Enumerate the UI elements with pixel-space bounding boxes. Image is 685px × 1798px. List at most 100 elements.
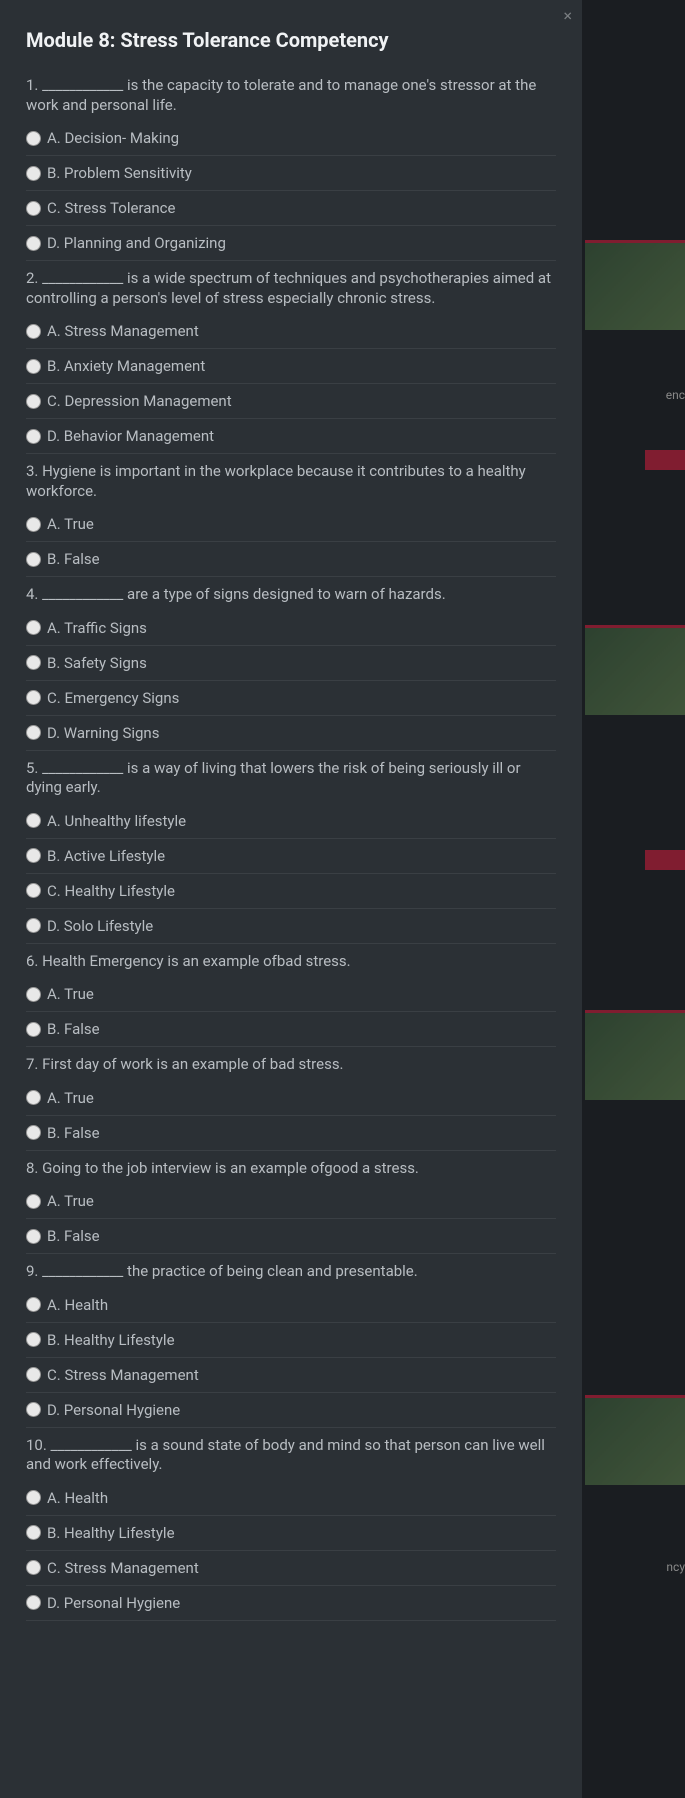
option-row[interactable]: B. Safety Signs: [26, 646, 556, 681]
bg-bar: [645, 450, 685, 470]
option-radio[interactable]: [26, 1560, 41, 1575]
option-label: C. Stress Tolerance: [47, 199, 175, 217]
option-radio[interactable]: [26, 1297, 41, 1312]
option-label: A. Unhealthy lifestyle: [47, 812, 186, 830]
option-row[interactable]: C. Stress Management: [26, 1358, 556, 1393]
option-label: A. Traffic Signs: [47, 619, 147, 637]
bg-tile: [585, 625, 685, 715]
option-row[interactable]: A. True: [26, 1081, 556, 1116]
option-row[interactable]: C. Emergency Signs: [26, 681, 556, 716]
option-row[interactable]: B. Active Lifestyle: [26, 839, 556, 874]
option-row[interactable]: B. False: [26, 1012, 556, 1047]
option-label: B. False: [47, 1124, 100, 1142]
option-row[interactable]: D. Solo Lifestyle: [26, 909, 556, 944]
question-prompt: 10. ____________ is a sound state of bod…: [26, 1428, 556, 1481]
option-radio[interactable]: [26, 987, 41, 1002]
option-radio[interactable]: [26, 359, 41, 374]
question-prompt: 8. Going to the job interview is an exam…: [26, 1151, 556, 1185]
option-row[interactable]: D. Planning and Organizing: [26, 226, 556, 261]
bg-tile: [585, 1395, 685, 1485]
question-prompt: 3. Hygiene is important in the workplace…: [26, 454, 556, 507]
option-row[interactable]: B. Anxiety Management: [26, 349, 556, 384]
question-prompt: 1. ____________ is the capacity to toler…: [26, 68, 556, 121]
close-icon[interactable]: ×: [563, 6, 572, 25]
option-label: B. Healthy Lifestyle: [47, 1331, 175, 1349]
option-row[interactable]: C. Depression Management: [26, 384, 556, 419]
option-radio[interactable]: [26, 725, 41, 740]
option-radio[interactable]: [26, 620, 41, 635]
option-label: A. True: [47, 515, 94, 533]
question-prompt: 7. First day of work is an example of ba…: [26, 1047, 556, 1081]
option-row[interactable]: A. True: [26, 507, 556, 542]
option-radio[interactable]: [26, 1595, 41, 1610]
option-label: B. Active Lifestyle: [47, 847, 165, 865]
option-label: B. False: [47, 1020, 100, 1038]
option-radio[interactable]: [26, 1525, 41, 1540]
option-row[interactable]: B. Problem Sensitivity: [26, 156, 556, 191]
questions-container: 1. ____________ is the capacity to toler…: [26, 68, 556, 1621]
option-radio[interactable]: [26, 236, 41, 251]
option-label: B. Problem Sensitivity: [47, 164, 192, 182]
option-row[interactable]: A. True: [26, 1184, 556, 1219]
option-row[interactable]: C. Healthy Lifestyle: [26, 874, 556, 909]
option-radio[interactable]: [26, 1490, 41, 1505]
option-radio[interactable]: [26, 690, 41, 705]
bg-bar: [645, 850, 685, 870]
option-row[interactable]: D. Personal Hygiene: [26, 1586, 556, 1621]
option-radio[interactable]: [26, 1367, 41, 1382]
option-label: B. Anxiety Management: [47, 357, 205, 375]
option-row[interactable]: A. Health: [26, 1481, 556, 1516]
option-row[interactable]: A. Decision- Making: [26, 121, 556, 156]
option-radio[interactable]: [26, 429, 41, 444]
option-radio[interactable]: [26, 1402, 41, 1417]
option-radio[interactable]: [26, 1022, 41, 1037]
option-row[interactable]: A. Unhealthy lifestyle: [26, 804, 556, 839]
option-radio[interactable]: [26, 552, 41, 567]
option-radio[interactable]: [26, 131, 41, 146]
option-row[interactable]: B. Healthy Lifestyle: [26, 1323, 556, 1358]
question-prompt: 9. ____________ the practice of being cl…: [26, 1254, 556, 1288]
option-label: A. Health: [47, 1296, 108, 1314]
option-label: C. Depression Management: [47, 392, 232, 410]
option-radio[interactable]: [26, 201, 41, 216]
question-prompt: 5. ____________ is a way of living that …: [26, 751, 556, 804]
option-radio[interactable]: [26, 655, 41, 670]
option-row[interactable]: C. Stress Tolerance: [26, 191, 556, 226]
option-label: A. True: [47, 1089, 94, 1107]
option-radio[interactable]: [26, 848, 41, 863]
option-row[interactable]: B. False: [26, 1116, 556, 1151]
bg-tile: [585, 1010, 685, 1100]
modal-title: Module 8: Stress Tolerance Competency: [26, 8, 556, 68]
option-label: B. Safety Signs: [47, 654, 147, 672]
option-row[interactable]: B. False: [26, 542, 556, 577]
option-radio[interactable]: [26, 517, 41, 532]
option-row[interactable]: A. Traffic Signs: [26, 611, 556, 646]
option-label: A. True: [47, 1192, 94, 1210]
option-radio[interactable]: [26, 1090, 41, 1105]
option-row[interactable]: D. Warning Signs: [26, 716, 556, 751]
option-radio[interactable]: [26, 883, 41, 898]
option-radio[interactable]: [26, 1194, 41, 1209]
option-row[interactable]: D. Behavior Management: [26, 419, 556, 454]
option-radio[interactable]: [26, 1332, 41, 1347]
option-row[interactable]: A. Health: [26, 1288, 556, 1323]
option-radio[interactable]: [26, 394, 41, 409]
option-row[interactable]: B. Healthy Lifestyle: [26, 1516, 556, 1551]
option-row[interactable]: B. False: [26, 1219, 556, 1254]
option-radio[interactable]: [26, 166, 41, 181]
question-prompt: 4. ____________ are a type of signs desi…: [26, 577, 556, 611]
bg-text: enc: [666, 388, 685, 402]
option-row[interactable]: D. Personal Hygiene: [26, 1393, 556, 1428]
option-row[interactable]: A. Stress Management: [26, 314, 556, 349]
option-row[interactable]: A. True: [26, 977, 556, 1012]
option-radio[interactable]: [26, 324, 41, 339]
option-label: D. Solo Lifestyle: [47, 917, 153, 935]
option-row[interactable]: C. Stress Management: [26, 1551, 556, 1586]
option-radio[interactable]: [26, 1125, 41, 1140]
option-radio[interactable]: [26, 918, 41, 933]
option-label: D. Personal Hygiene: [47, 1594, 180, 1612]
option-radio[interactable]: [26, 813, 41, 828]
option-label: D. Behavior Management: [47, 427, 214, 445]
option-label: D. Personal Hygiene: [47, 1401, 180, 1419]
option-radio[interactable]: [26, 1229, 41, 1244]
